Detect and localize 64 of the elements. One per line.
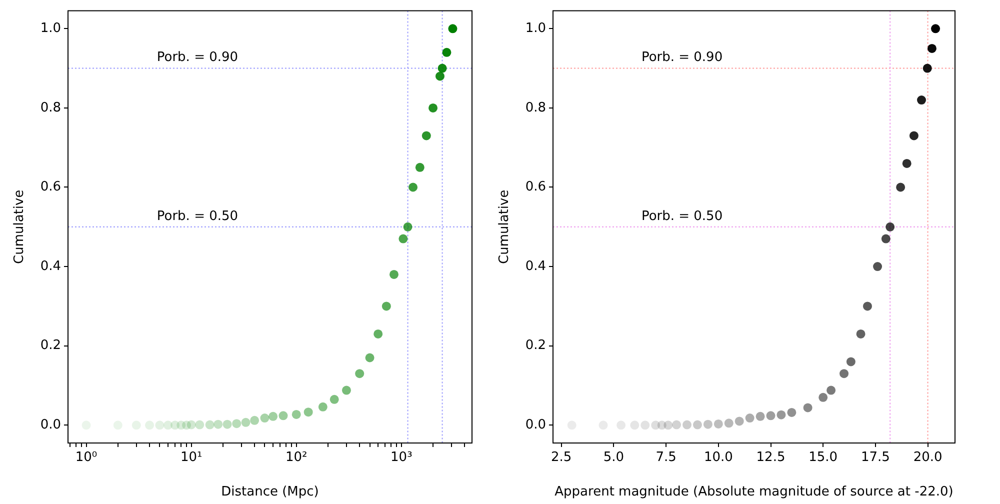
x-axis-title: Distance (Mpc) <box>221 484 319 500</box>
y-tick-label: 0.6 <box>525 180 546 195</box>
ref-line-label: Porb. = 0.50 <box>156 208 238 224</box>
y-tick-label: 0.0 <box>525 418 546 433</box>
point <box>734 416 744 426</box>
y-tick-label: 0.4 <box>525 258 546 274</box>
y-tick-label: 0.8 <box>525 100 546 116</box>
point <box>714 419 723 428</box>
point <box>766 411 776 420</box>
point <box>856 329 866 338</box>
point <box>873 262 882 272</box>
point <box>787 408 796 417</box>
ref-line-label: Porb. = 0.90 <box>641 50 723 66</box>
point <box>682 420 692 430</box>
y-axis-title: Cumulative <box>12 190 28 264</box>
point <box>703 420 712 429</box>
y-tick-label: 0.4 <box>40 258 61 274</box>
point <box>756 412 765 421</box>
point <box>745 414 754 423</box>
x-tick-label: 20.0 <box>913 450 942 466</box>
point <box>909 131 918 140</box>
x-tick-label: 12.5 <box>756 450 786 466</box>
x-tick-label: 10⁰ <box>75 450 98 466</box>
point <box>896 182 906 192</box>
point <box>672 420 682 430</box>
ref-line-label: Porb. = 0.50 <box>641 208 723 224</box>
point <box>922 64 932 73</box>
x-tick-label: 15.0 <box>808 450 838 466</box>
y-tick-label: 0.8 <box>40 100 61 116</box>
y-tick-label: 1.0 <box>525 21 546 36</box>
y-tick-label: 0.6 <box>40 180 61 195</box>
x-axis-title: Apparent magnitude (Absolute magnitude of source at -22.0) <box>554 484 954 500</box>
y-tick-label: 0.2 <box>40 338 61 354</box>
x-tick-label: 7.5 <box>656 450 676 466</box>
point <box>826 386 836 395</box>
y-tick-label: 1.0 <box>40 21 61 36</box>
point <box>803 403 812 412</box>
x-tick-label: 5.0 <box>603 450 624 466</box>
x-tick-label: 2.5 <box>551 450 572 466</box>
x-tick-label: 17.5 <box>860 450 890 466</box>
point <box>927 44 936 53</box>
y-tick-label: 0.2 <box>525 338 546 354</box>
y-axis-title: Cumulative <box>497 190 512 264</box>
point <box>630 420 640 430</box>
x-tick-label: 10² <box>285 450 308 466</box>
point <box>640 420 650 430</box>
point <box>931 24 940 34</box>
x-tick-label: 10¹ <box>180 450 202 466</box>
point <box>692 420 702 430</box>
point <box>724 418 734 428</box>
point <box>818 392 828 402</box>
x-tick-label: 10.0 <box>704 450 733 466</box>
point <box>881 234 890 244</box>
point <box>862 302 872 311</box>
ref-line-label: Porb. = 0.90 <box>156 50 238 66</box>
point <box>917 96 926 105</box>
point <box>840 369 849 378</box>
point <box>664 420 673 430</box>
point <box>776 410 786 420</box>
y-tick-label: 0.0 <box>40 418 61 433</box>
point <box>846 357 856 366</box>
point <box>886 222 895 232</box>
x-tick-label: 10³ <box>390 450 412 466</box>
point <box>902 158 912 168</box>
